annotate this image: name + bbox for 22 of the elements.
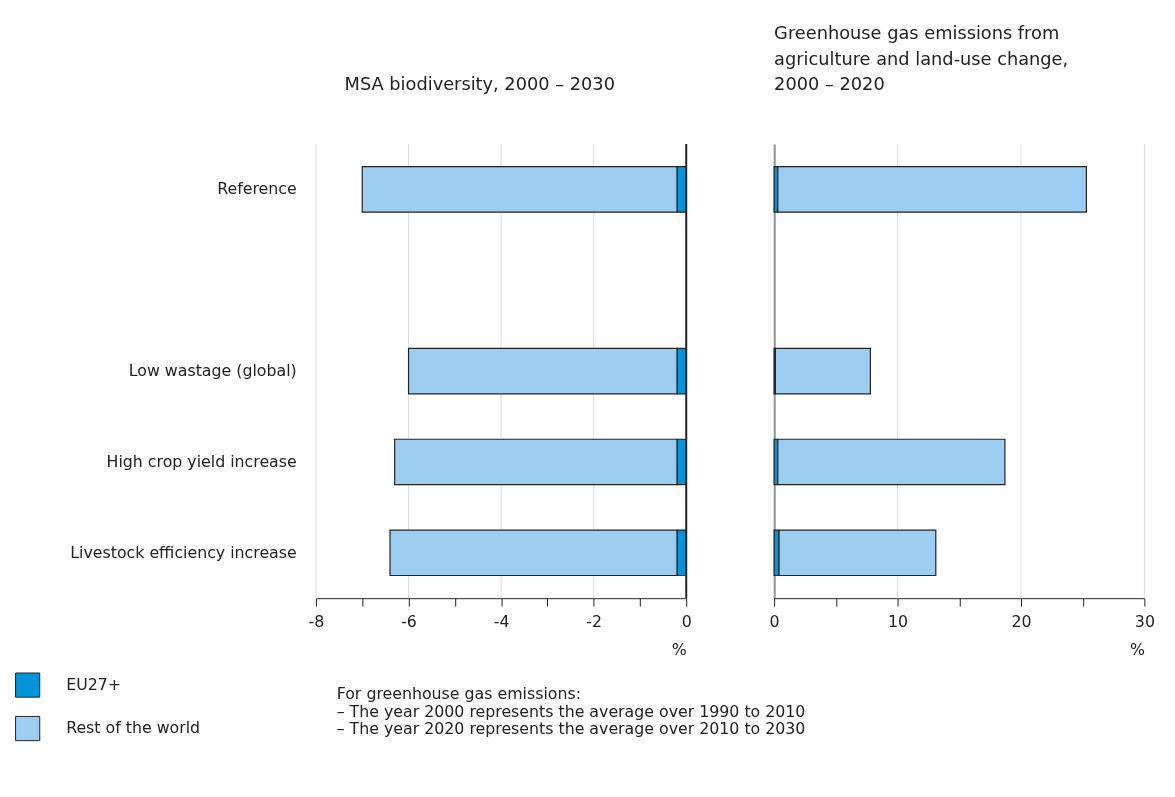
x-axis-title: % bbox=[1129, 639, 1145, 659]
text: – The year 2000 represents the average over 1990 to 2010 bbox=[336, 701, 806, 721]
x-tick-label: -2 bbox=[586, 612, 603, 632]
y-tick-label: Reference bbox=[217, 179, 297, 199]
y-tick-label: Low wastage (global) bbox=[128, 361, 297, 381]
x-tick-label: -4 bbox=[493, 612, 510, 632]
legend-label: Rest of the world bbox=[66, 718, 201, 738]
x-tick-label: 0 bbox=[769, 612, 780, 632]
legend-label: EU27+ bbox=[66, 675, 121, 695]
chart-title: Greenhouse gas emissions from agriculture and land-use change, 2000 – 2020 bbox=[774, 22, 1069, 95]
x-tick-label: 30 bbox=[1134, 612, 1155, 632]
x-tick-label: 10 bbox=[887, 612, 909, 632]
x-tick-label: -6 bbox=[401, 612, 417, 632]
chart-title: MSA biodiversity, 2000 – 2030 bbox=[344, 73, 615, 94]
x-axis-title: % bbox=[671, 639, 687, 659]
y-tick-label: Livestock efficiency increase bbox=[70, 542, 297, 562]
x-tick-label: 20 bbox=[1011, 612, 1032, 632]
x-tick-label: 0 bbox=[681, 612, 692, 632]
text: For greenhouse gas emissions: bbox=[336, 683, 581, 703]
text: – The year 2020 represents the average over 2010 to 2030 bbox=[336, 719, 806, 739]
x-tick-label: -8 bbox=[308, 612, 325, 632]
y-tick-label: High crop yield increase bbox=[106, 451, 297, 471]
